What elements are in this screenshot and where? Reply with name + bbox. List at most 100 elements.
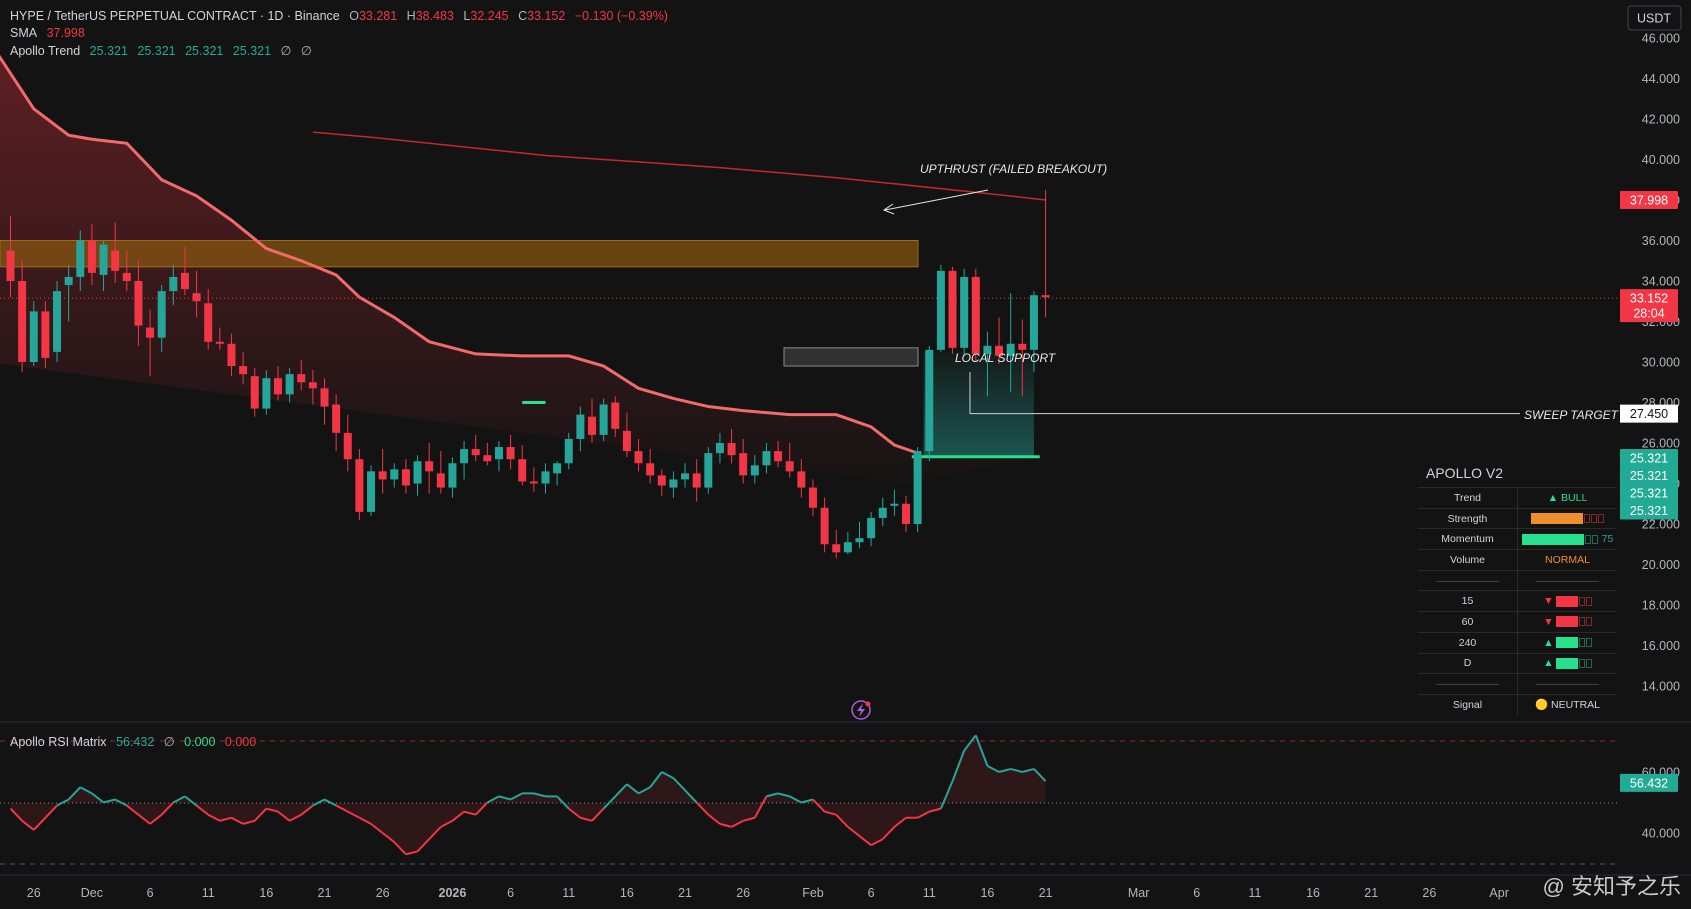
candle-body (390, 469, 399, 480)
candle-body (471, 449, 480, 456)
rsi-line-segment (870, 838, 884, 847)
apollo-row-label: Momentum (1441, 533, 1494, 546)
candle-body (960, 276, 969, 348)
symbol-title[interactable]: HYPE / TetherUS PERPETUAL CONTRACT · 1D … (10, 9, 340, 23)
time-tick-label: Mar (1128, 886, 1150, 900)
rsi-line-segment (742, 816, 756, 822)
price-tick-label: 22.000 (1642, 518, 1680, 532)
apollo-row-label: —————— (1436, 574, 1499, 587)
price-tick-label: 26.000 (1642, 437, 1680, 451)
time-tick-label: 11 (202, 886, 215, 900)
apollo-row-label: Trend (1453, 491, 1482, 504)
candle-body (308, 382, 317, 389)
candle-body (53, 291, 62, 352)
candle-body (541, 471, 550, 484)
rsi-line-segment (149, 813, 163, 825)
time-tick-label: 16 (980, 886, 994, 900)
candle-body (436, 473, 445, 488)
candle-body (925, 349, 934, 452)
apollo-row-value: ▼ (1517, 612, 1617, 632)
candle-body (681, 473, 690, 480)
candle-body (797, 471, 806, 488)
resistance-zone (0, 240, 919, 268)
rsi-line-segment (498, 795, 511, 801)
rsi-line-segment (358, 816, 372, 825)
rsi-line-segment (753, 795, 768, 819)
candle-body (250, 376, 259, 409)
lightning-glyph (857, 703, 865, 717)
candle-body (227, 343, 236, 367)
price-badge: 33.152 (1630, 292, 1668, 306)
apollo-row-label: 15 (1461, 595, 1474, 608)
rsi-line-segment (56, 798, 70, 807)
apollo-row-value: ▲ BULL (1517, 488, 1617, 508)
apollo-panel-title: APOLLO V2 (1426, 465, 1504, 481)
candle-body (448, 463, 457, 488)
rsi-badge-bg (1620, 773, 1678, 792)
sma-legend[interactable]: SMA 37.998 (10, 25, 91, 42)
rsi-line-segment (428, 826, 442, 840)
trend-legend[interactable]: Apollo Trend 25.321 25.321 25.321 25.321… (10, 43, 318, 60)
rsi-line-segment (591, 807, 605, 822)
trend-badge: 25.321 (1630, 452, 1668, 466)
rsi-line-segment (114, 798, 128, 807)
rsi-line-segment (858, 835, 872, 846)
rsi-line-segment (939, 780, 954, 809)
candle-body (715, 443, 724, 454)
price-tick-label: 46.000 (1642, 32, 1680, 46)
candle-body (378, 471, 387, 480)
sma-label: SMA (10, 26, 38, 40)
apollo-row-value: —————— (1517, 570, 1617, 591)
rsi-line-segment (335, 804, 349, 813)
rsi-line-segment (707, 813, 721, 825)
candle-body (273, 378, 282, 395)
currency-button[interactable]: USDT (1637, 12, 1671, 26)
rsi-line-segment (277, 810, 291, 822)
apollo-row-value: 🟡 NEUTRAL (1517, 694, 1617, 715)
candle-body (146, 327, 155, 338)
lightning-icon (851, 700, 871, 720)
price-tick-label: 14.000 (1642, 680, 1680, 694)
rsi-line-segment (172, 795, 186, 804)
price-tick-label: 36.000 (1642, 234, 1680, 248)
candle-body (518, 459, 527, 482)
candle-body (936, 270, 945, 350)
time-tick-label: 26 (736, 886, 750, 900)
time-tick-label: Dec (81, 886, 103, 900)
time-tick-label: Apr (1489, 886, 1508, 900)
rsi-v2: 0.000 (224, 735, 257, 749)
rsi-line-segment (289, 813, 302, 822)
rsi-line-segment (67, 786, 82, 801)
rsi-line-segment (824, 810, 837, 816)
trend-badge: 25.321 (1630, 469, 1668, 483)
rsi-line-segment (474, 801, 489, 816)
price-tick-label: 20.000 (1642, 558, 1680, 572)
candle-body (762, 451, 771, 466)
candle-body (401, 469, 410, 486)
candle-body (29, 311, 38, 362)
rsi-line-segment (986, 765, 1000, 773)
rsi-legend[interactable]: Apollo RSI Matrix 56.432 ∅ 0.000 0.000 (10, 734, 262, 751)
time-tick-label: 11 (562, 886, 575, 900)
rsi-line-segment (1033, 768, 1047, 782)
rsi-line-segment (602, 795, 616, 810)
candle-body (367, 471, 376, 512)
rsi-line-segment (614, 783, 628, 798)
candle-body (878, 507, 887, 518)
apollo-panel-rows: Trend ▲ BULL Strength Momentum 75 Volume NORMA… (1418, 487, 1617, 715)
rsi-line-segment (21, 820, 35, 831)
upthrust-arrow-head (882, 203, 895, 215)
ohlc-change: −0.130 (−0.39%) (574, 9, 668, 23)
apollo-panel-row: Trend ▲ BULL (1418, 487, 1617, 508)
rsi-label: Apollo RSI Matrix (10, 735, 107, 749)
rsi-line-segment (103, 798, 116, 804)
rsi-line-segment (893, 816, 907, 828)
support-zone (783, 347, 919, 367)
trend-badge-bg (1620, 501, 1678, 520)
apollo-row-value: ▼ (1517, 591, 1617, 612)
rsi-line-segment (463, 810, 476, 816)
rsi-tick-label: 40.000 (1642, 827, 1680, 841)
rsi-badge: 56.432 (1630, 776, 1668, 790)
rsi-line-segment (533, 792, 546, 798)
